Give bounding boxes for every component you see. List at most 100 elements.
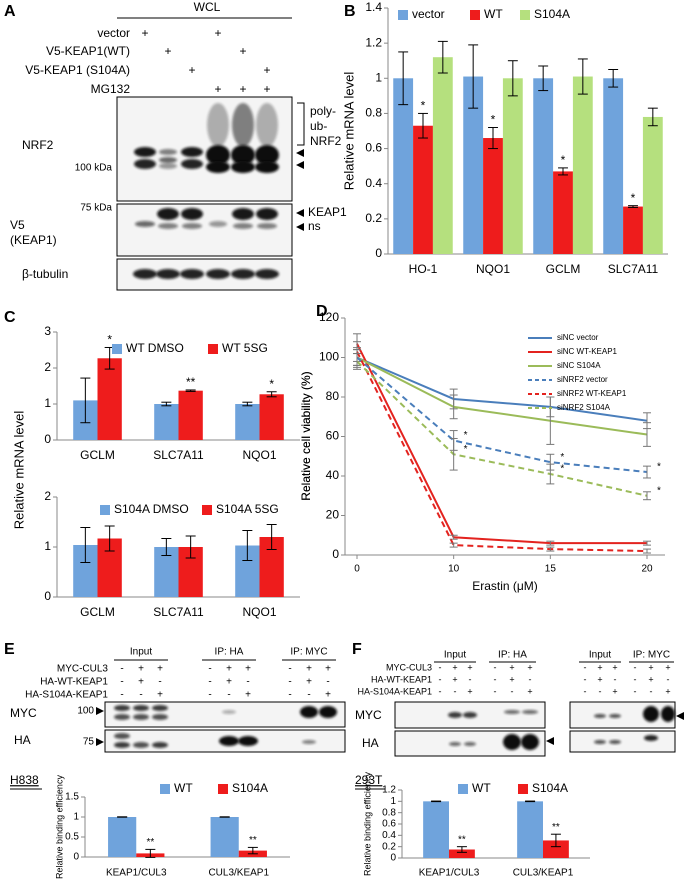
lane-sign: - (584, 686, 587, 696)
legend-swatch (520, 10, 530, 20)
legend-label: siNRF2 WT-KEAP1 (557, 389, 627, 398)
x-tick-label: HO-1 (409, 262, 438, 276)
blot-band (114, 714, 130, 720)
lane-sign: + (306, 664, 312, 675)
y-tick-label: 0.6 (365, 141, 382, 155)
x-tick-label: GCLM (546, 262, 581, 276)
panel-label: A (4, 3, 16, 20)
x-tick-label: SLC7A11 (153, 605, 204, 619)
y-tick-label: 0.5 (65, 832, 79, 843)
lane-sign: - (584, 662, 587, 672)
y-tick-label: 40 (326, 468, 340, 482)
lane-sign: + (452, 674, 457, 684)
condition-label: V5-KEAP1 (S104A) (25, 63, 130, 77)
y-tick-label: 60 (326, 429, 340, 443)
blot-band (181, 159, 203, 169)
bar (423, 801, 449, 858)
lane-sign: + (527, 662, 532, 672)
panel-label: D (316, 303, 328, 320)
bar (553, 171, 573, 254)
lane-sign: - (584, 674, 587, 684)
blot-strip (569, 730, 676, 753)
blot-band (180, 269, 204, 279)
lane-sign: + (245, 664, 251, 675)
y-axis-label: Relative cell viability (%) (299, 371, 313, 500)
y-tick-label: 80 (326, 389, 340, 403)
x-tick-label: 20 (641, 564, 653, 575)
lane-sign: - (634, 662, 637, 672)
y-tick-label: 1.2 (382, 785, 396, 796)
x-tick-label: SLC7A11 (608, 262, 659, 276)
significance: * (657, 462, 661, 473)
lane-sign: + (263, 82, 270, 96)
lane-sign: + (597, 674, 602, 684)
blot-band (181, 208, 203, 220)
legend-label: WT (484, 7, 503, 21)
blot-band (159, 149, 177, 155)
lane-sign: + (467, 662, 472, 672)
lane-sign: + (263, 63, 270, 77)
lane-sign: - (208, 677, 211, 688)
y-tick-label: 20 (326, 508, 340, 522)
line (356, 343, 647, 545)
significance: * (464, 444, 468, 455)
lane-sign: + (612, 662, 617, 672)
lane-sign: + (239, 82, 246, 96)
significance: * (631, 191, 636, 205)
group-header: Input (589, 650, 611, 661)
blot-band (182, 223, 202, 229)
cell-line: H838 (10, 773, 39, 787)
y-tick-label: 1.2 (365, 35, 382, 49)
bracket (297, 102, 305, 146)
legend-swatch (100, 505, 110, 515)
bar (572, 76, 593, 255)
legend-swatch (208, 344, 218, 354)
lane-sign: + (141, 26, 148, 40)
legend-label: siNC WT-KEAP1 (557, 347, 618, 356)
lane-sign: + (157, 690, 163, 701)
bracket-label: ub- (310, 119, 327, 133)
legend-swatch (470, 10, 480, 20)
arrowhead (296, 149, 304, 157)
y-axis-label: Relative binding efficiency (54, 775, 64, 879)
significance: ** (249, 835, 257, 846)
legend-swatch (112, 344, 122, 354)
group-header: Input (444, 650, 466, 661)
legend-label: WT 5SG (222, 341, 268, 355)
group-header: IP: HA (215, 647, 244, 658)
lane-sign: + (597, 662, 602, 672)
y-tick-label: 0 (73, 852, 79, 863)
legend-label: WT (174, 781, 193, 795)
bar (154, 404, 179, 440)
blot-label: HA (362, 736, 379, 750)
blot-band (181, 147, 203, 157)
bar (603, 78, 624, 255)
lane-sign: + (665, 662, 670, 672)
blot-label: β-tubulin (22, 267, 68, 281)
y-tick-label: 0.2 (365, 211, 382, 225)
group-header: IP: MYC (633, 650, 670, 661)
x-tick-label: CUL3/KEAP1 (513, 868, 574, 879)
y-tick-label: 1 (44, 396, 51, 410)
blot-band (464, 742, 476, 746)
legend-label: siNC S104A (557, 361, 601, 370)
legend-label: S104A (232, 781, 268, 795)
significance: * (560, 464, 564, 475)
blot-band (209, 221, 227, 227)
blot-band (449, 742, 461, 746)
legend-label: siNC vector (557, 333, 599, 342)
significance: * (657, 485, 661, 496)
bar (483, 138, 503, 254)
y-tick-label: 1.5 (65, 792, 79, 803)
significance: * (269, 377, 274, 391)
lane-sign: - (650, 686, 653, 696)
y-axis-label: Relative binding efficiency (362, 772, 372, 876)
lane-sign: - (614, 674, 617, 684)
bar (97, 358, 122, 440)
condition-label: V5-KEAP1(WT) (46, 44, 130, 58)
band-label: ns (308, 219, 321, 233)
bar (393, 78, 414, 255)
blot-band (206, 269, 230, 279)
blot-band (152, 705, 168, 711)
